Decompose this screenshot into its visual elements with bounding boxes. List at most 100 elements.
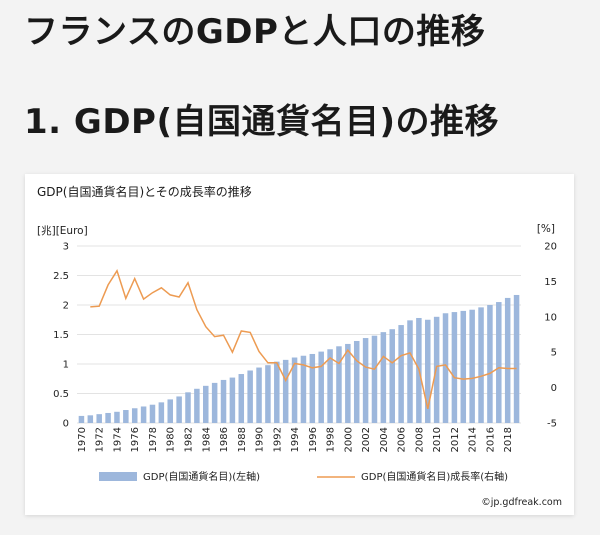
gdp-bar bbox=[229, 377, 236, 423]
gdp-bar bbox=[496, 302, 502, 423]
gdp-bar bbox=[265, 365, 271, 423]
gdp-bar bbox=[158, 402, 165, 423]
section-title: 1. GDP(自国通貨名目)の推移 bbox=[24, 102, 500, 142]
x-tick-label: 1990 bbox=[255, 427, 266, 452]
gdp-bar bbox=[460, 310, 467, 423]
gdp-bar bbox=[380, 332, 387, 423]
left-axis-unit: [兆][Euro] bbox=[37, 225, 88, 237]
gdp-bar bbox=[291, 357, 298, 423]
gdp-bar bbox=[176, 396, 182, 423]
gdp-bar bbox=[105, 412, 111, 423]
gdp-chart-card: GDP(自国通貨名目)とその成長率の推移 [兆][Euro] [%] 0 0.5 1… bbox=[25, 174, 574, 515]
x-tick-label: 2004 bbox=[379, 427, 390, 452]
gdp-bar bbox=[185, 392, 191, 423]
x-tick-label: 1974 bbox=[112, 427, 123, 452]
x-tick-label: 1988 bbox=[237, 427, 248, 452]
right-tick-label: 5 bbox=[551, 348, 557, 359]
left-tick-label: 3 bbox=[63, 242, 69, 253]
x-tick-label: 1982 bbox=[184, 427, 195, 452]
left-tick-label: 0.5 bbox=[53, 389, 69, 400]
gdp-bar bbox=[194, 388, 200, 423]
gdp-bar bbox=[96, 414, 102, 423]
gdp-bar bbox=[247, 370, 253, 423]
legend-bar-swatch bbox=[99, 472, 137, 481]
x-tick-label: 1992 bbox=[272, 427, 283, 452]
right-tick-label: -5 bbox=[547, 419, 557, 430]
right-tick-label: 0 bbox=[551, 383, 557, 394]
gdp-bar bbox=[478, 307, 484, 423]
x-tick-label: 2012 bbox=[450, 427, 461, 452]
x-tick-label: 1994 bbox=[290, 427, 301, 452]
gdp-bar bbox=[504, 297, 511, 423]
x-tick-label: 2006 bbox=[397, 427, 408, 452]
x-tick-label: 2000 bbox=[343, 427, 354, 452]
gdp-bar bbox=[123, 410, 129, 423]
gdp-bar bbox=[149, 404, 156, 423]
gdp-bar bbox=[203, 385, 209, 423]
gdp-bar bbox=[78, 415, 85, 423]
gdp-bar bbox=[327, 349, 333, 423]
left-tick-label: 2 bbox=[63, 301, 69, 312]
gdp-bar bbox=[513, 294, 520, 423]
left-tick-label: 1.5 bbox=[53, 330, 69, 341]
x-tick-label: 1980 bbox=[166, 427, 177, 452]
right-axis-unit: [%] bbox=[536, 223, 555, 235]
left-tick-label: 2.5 bbox=[53, 271, 69, 282]
gdp-bar bbox=[211, 382, 218, 423]
x-tick-label: 2002 bbox=[361, 427, 372, 452]
gdp-bar bbox=[114, 411, 120, 423]
x-tick-label: 2014 bbox=[468, 427, 479, 452]
gdp-bar bbox=[87, 415, 94, 423]
x-tick-label: 1976 bbox=[130, 427, 141, 452]
x-tick-label: 2008 bbox=[414, 427, 425, 452]
gdp-bar bbox=[398, 325, 404, 423]
gdp-bar bbox=[389, 329, 395, 423]
gdp-bar bbox=[371, 335, 378, 423]
gdp-bar bbox=[469, 309, 475, 423]
x-tick-label: 2016 bbox=[485, 427, 496, 452]
right-tick-label: 20 bbox=[544, 242, 557, 253]
gdp-bar bbox=[451, 312, 458, 423]
x-tick-label: 1984 bbox=[201, 427, 212, 452]
x-tick-label: 1998 bbox=[326, 427, 337, 452]
legend-line-label: GDP(自国通貨名目)成長率(右軸) bbox=[361, 470, 508, 483]
gdp-bar bbox=[353, 340, 360, 423]
gdp-bar bbox=[238, 374, 245, 423]
gdp-bar bbox=[345, 343, 351, 423]
legend-bar-label: GDP(自国通貨名目)(左軸) bbox=[143, 470, 260, 483]
right-tick-label: 15 bbox=[544, 277, 557, 288]
gdp-bar bbox=[274, 361, 280, 423]
gdp-bar bbox=[425, 319, 431, 423]
x-axis-ticks: 1970 1972 1974 1976 1978 1980 1982 1984 1986 1988… bbox=[77, 427, 514, 452]
gdp-bar bbox=[309, 353, 316, 423]
growth-rate-line bbox=[90, 269, 517, 409]
x-tick-label: 2018 bbox=[503, 427, 514, 452]
x-tick-label: 1978 bbox=[148, 427, 159, 452]
gdp-bar bbox=[407, 320, 413, 423]
gdp-bar bbox=[256, 367, 262, 423]
left-axis-ticks: 0 0.5 1 1.5 2 2.5 3 bbox=[53, 242, 69, 430]
gdp-bar bbox=[131, 408, 138, 423]
gdp-bar bbox=[336, 346, 342, 423]
gdp-bar bbox=[433, 316, 440, 423]
x-tick-label: 1972 bbox=[95, 427, 106, 452]
page-title: フランスのGDPと人口の推移 bbox=[24, 12, 486, 52]
copyright: ©jp.gdfreak.com bbox=[481, 497, 562, 508]
gdp-bar bbox=[487, 305, 493, 423]
gdp-bar bbox=[167, 399, 173, 423]
x-tick-label: 2010 bbox=[432, 427, 443, 452]
gdp-bar bbox=[220, 379, 227, 423]
right-axis-ticks: -5 0 5 10 15 20 bbox=[544, 242, 557, 430]
x-tick-label: 1970 bbox=[77, 427, 88, 452]
chart-legend: GDP(自国通貨名目)(左軸) GDP(自国通貨名目)成長率(右軸) bbox=[99, 470, 508, 483]
chart-title: GDP(自国通貨名目)とその成長率の推移 bbox=[37, 185, 252, 199]
right-tick-label: 10 bbox=[544, 312, 557, 323]
gdp-bar bbox=[282, 359, 289, 423]
left-tick-label: 0 bbox=[63, 419, 69, 430]
x-tick-label: 1996 bbox=[308, 427, 319, 452]
x-tick-label: 1986 bbox=[219, 427, 230, 452]
gdp-bar bbox=[442, 313, 449, 423]
gdp-bar bbox=[140, 406, 147, 423]
gdp-bars bbox=[78, 294, 520, 423]
